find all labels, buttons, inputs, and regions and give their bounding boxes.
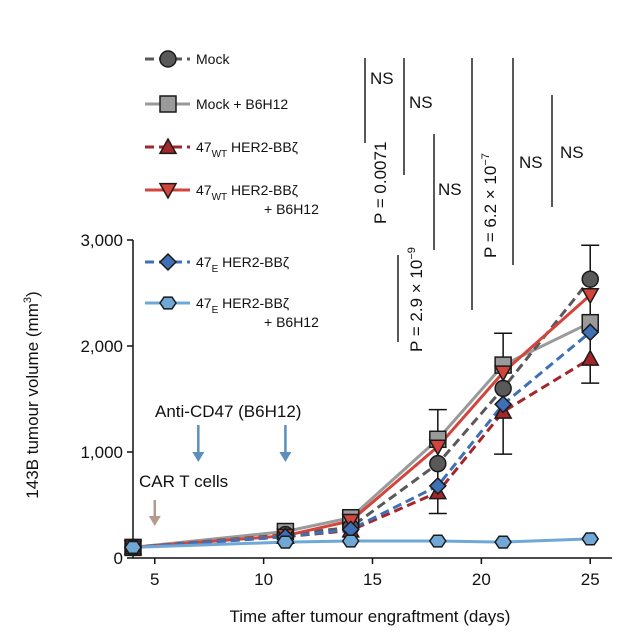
legend-item-e: 47E HER2-BBζ: [145, 252, 289, 275]
legend-marker: [158, 137, 178, 155]
data-point-e_b6: [124, 540, 142, 555]
y-tick-label: 3,000: [80, 231, 123, 250]
legend-marker: [159, 95, 177, 113]
axes: [127, 239, 612, 564]
x-tick-label: 25: [581, 570, 600, 589]
data-point-e_b6: [276, 535, 295, 549]
legend-item-wt: 47WT HER2-BBζ: [145, 137, 298, 160]
treatment-annotations: CAR T cells Anti-CD47 (B6H12): [139, 402, 301, 526]
anti-cd47-label: Anti-CD47 (B6H12): [155, 402, 301, 421]
series-markers: [123, 270, 600, 557]
y-tick-label: 2,000: [80, 337, 123, 356]
treatment-arrow: [192, 425, 205, 462]
data-point-mock: [581, 270, 599, 288]
p-value-label: P = 6.2 × 10−7: [480, 153, 500, 258]
legend-label: 47E HER2-BBζ: [196, 254, 289, 275]
legend-label: Mock: [196, 51, 230, 67]
ns-label: NS: [438, 180, 462, 199]
ns-label: NS: [409, 93, 433, 112]
significance-brackets: NS NS P = 0.0071 NS P = 2.9 × 10−9 P = 6…: [364, 58, 584, 352]
legend-label: 47E HER2-BBζ: [196, 295, 289, 316]
legend-item-mock: Mock: [145, 50, 230, 68]
legend-label: Mock + B6H12: [196, 96, 288, 112]
legend-marker: [159, 296, 177, 310]
data-point-e_b6: [341, 534, 360, 548]
series-line-e_b6: [132, 537, 591, 549]
legend-item-wt_b6: 47WT HER2-BBζ+ B6H12: [145, 182, 319, 217]
legend-item-mock_b6: Mock + B6H12: [145, 95, 288, 113]
data-point-mock: [429, 454, 447, 473]
x-tick-label: 20: [472, 570, 491, 589]
x-tick-label: 5: [150, 570, 159, 589]
data-point-e_b6: [494, 535, 513, 549]
data-point-mock: [494, 379, 512, 398]
data-point-e: [494, 395, 513, 414]
treatment-arrow: [279, 425, 292, 462]
p-value-label: P = 0.0071: [371, 142, 390, 224]
y-axis-title: 143B tumour volume (mm3): [22, 291, 42, 498]
series-line-e: [132, 331, 592, 549]
x-tick-label: 15: [363, 570, 382, 589]
legend-item-e_b6: 47E HER2-BBζ+ B6H12: [145, 295, 319, 330]
legend-label-line2: + B6H12: [264, 314, 319, 330]
y-tick-label: 0: [114, 549, 123, 568]
ns-label: NS: [519, 153, 543, 172]
ns-label: NS: [560, 143, 584, 162]
data-point-wt: [580, 349, 600, 366]
legend-label-line2: + B6H12: [264, 201, 319, 217]
legend-label: 47WT HER2-BBζ: [196, 139, 298, 160]
legend-label: 47WT HER2-BBζ: [196, 182, 298, 203]
data-point-wt_b6: [493, 365, 513, 383]
data-point-e: [581, 323, 600, 342]
series-lines: [132, 278, 592, 549]
legend-marker: [158, 182, 178, 200]
data-point-wt_b6: [580, 287, 600, 305]
car-t-cells-label: CAR T cells: [139, 472, 228, 491]
ns-label: NS: [370, 69, 394, 88]
legend-marker: [159, 50, 177, 68]
legend-marker: [158, 252, 178, 272]
p-value-label: P = 2.9 × 10−9: [406, 247, 426, 352]
x-tick-label: 10: [254, 570, 273, 589]
tick-labels: 5 10 15 20 25 0 1,000 2,000 3,000: [80, 231, 599, 589]
treatment-arrow: [148, 500, 161, 526]
data-point-e_b6: [428, 534, 447, 548]
data-point-e: [428, 476, 447, 495]
x-axis-title: Time after tumour engraftment (days): [230, 607, 511, 626]
data-point-wt_b6: [428, 439, 448, 457]
data-point-e_b6: [581, 532, 600, 546]
y-tick-label: 1,000: [80, 443, 123, 462]
